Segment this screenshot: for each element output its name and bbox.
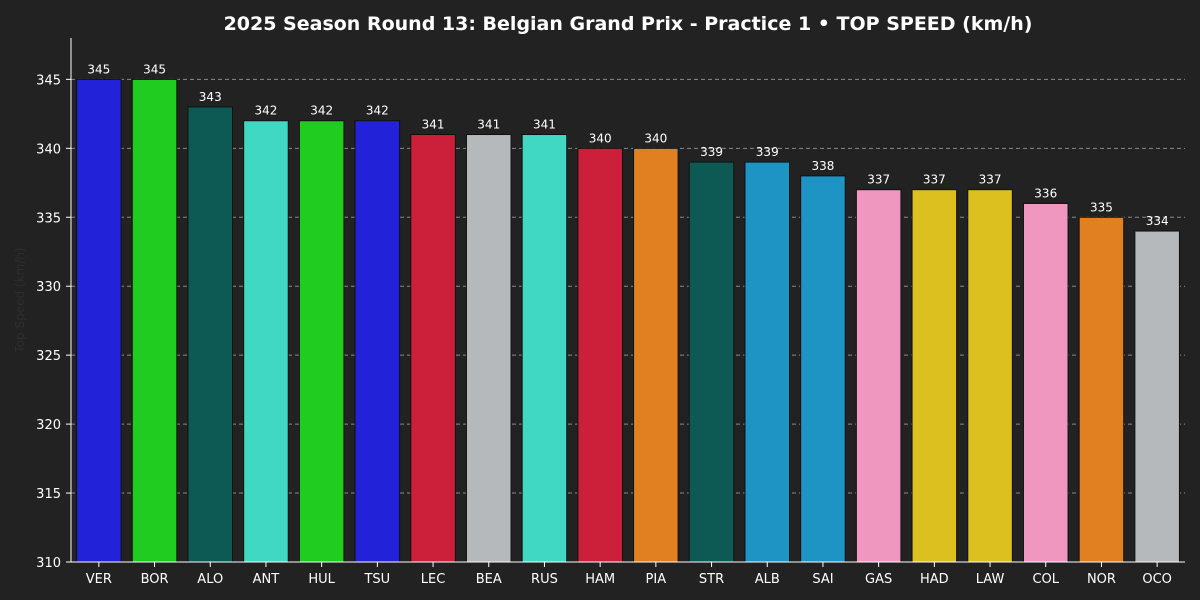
- x-tick-label: STR: [699, 572, 724, 587]
- x-tick-label: BEA: [476, 572, 502, 587]
- value-label: 337: [979, 173, 1002, 187]
- y-tick-label: 330: [36, 280, 61, 295]
- value-label: 343: [199, 90, 222, 104]
- value-label: 342: [310, 104, 333, 118]
- x-tick-label: SAI: [812, 572, 833, 587]
- x-tick-label: HAD: [920, 572, 949, 587]
- value-label: 342: [254, 104, 277, 118]
- value-label: 334: [1146, 214, 1169, 228]
- x-tick-label: ALB: [755, 572, 780, 587]
- x-tick-label: HUL: [308, 572, 335, 587]
- x-tick-label: LAW: [976, 572, 1005, 587]
- bar-rus: [521, 134, 568, 563]
- chart-title: 2025 Season Round 13: Belgian Grand Prix…: [224, 13, 1033, 35]
- value-label: 336: [1034, 186, 1057, 200]
- bar-alb: [744, 161, 791, 563]
- bar-ant: [243, 120, 289, 563]
- bar-pia: [633, 147, 679, 563]
- y-tick-label: 320: [36, 418, 61, 433]
- bar-lec: [410, 134, 456, 563]
- grid-lines: [71, 78, 1185, 494]
- value-label: 341: [422, 118, 445, 132]
- value-label: 339: [756, 145, 779, 159]
- x-tick-label: TSU: [363, 572, 390, 587]
- x-tick-label: GAS: [865, 572, 892, 587]
- y-axis-ticks: 310 315 320 325 330 335 340 345: [36, 73, 71, 571]
- bar-bor: [131, 78, 178, 563]
- y-tick-label: 345: [36, 73, 61, 88]
- y-tick-label: 340: [36, 142, 61, 157]
- bar-str: [688, 161, 735, 563]
- bar-alo: [187, 106, 234, 563]
- x-tick-label: NOR: [1087, 572, 1116, 587]
- x-tick-label: OCO: [1142, 572, 1172, 587]
- x-tick-label: BOR: [141, 572, 169, 587]
- x-tick-label: HAM: [585, 572, 615, 587]
- y-tick-label: 325: [36, 349, 61, 364]
- value-label: 345: [87, 62, 110, 76]
- bar-tsu: [354, 120, 401, 563]
- bar-col: [1022, 202, 1069, 563]
- bar-bea: [465, 134, 512, 563]
- bar-oco: [1134, 230, 1180, 563]
- bar-sai: [800, 175, 846, 563]
- value-labels: 345 345 343 342 342 342 341 341 341 340 340 339 339 3…: [87, 62, 1168, 228]
- bar-hul: [298, 120, 345, 563]
- bar-nor: [1078, 216, 1125, 563]
- bar-law: [967, 189, 1013, 563]
- bars: [76, 78, 1180, 563]
- value-label: 342: [366, 104, 389, 118]
- value-label: 340: [589, 131, 612, 145]
- value-label: 335: [1090, 200, 1113, 214]
- bar-had: [911, 189, 958, 563]
- value-label: 338: [811, 159, 834, 173]
- y-tick-label: 315: [36, 487, 61, 502]
- x-tick-label: ALO: [197, 572, 223, 587]
- x-tick-label: LEC: [421, 572, 446, 587]
- value-label: 337: [923, 173, 946, 187]
- y-tick-label: 310: [36, 556, 61, 571]
- value-label: 340: [644, 131, 667, 145]
- value-label: 341: [533, 118, 556, 132]
- x-tick-label: RUS: [531, 572, 558, 587]
- x-axis-ticks: VER BOR ALO ANT HUL TSU LEC BEA RUS HAM PIA STR ALB S…: [86, 562, 1172, 587]
- x-tick-label: PIA: [646, 572, 667, 587]
- x-tick-label: VER: [86, 572, 112, 587]
- axes: [70, 38, 1185, 563]
- value-label: 339: [700, 145, 723, 159]
- value-label: 337: [867, 173, 890, 187]
- value-label: 341: [477, 118, 500, 132]
- bar-ham: [577, 147, 623, 563]
- bar-gas: [855, 189, 902, 563]
- x-tick-label: COL: [1032, 572, 1059, 587]
- bar-ver: [76, 78, 122, 563]
- value-label: 345: [143, 62, 166, 76]
- x-tick-label: ANT: [253, 572, 280, 587]
- y-tick-label: 335: [36, 211, 61, 226]
- y-axis-label: Top Speed (km/h): [13, 247, 27, 353]
